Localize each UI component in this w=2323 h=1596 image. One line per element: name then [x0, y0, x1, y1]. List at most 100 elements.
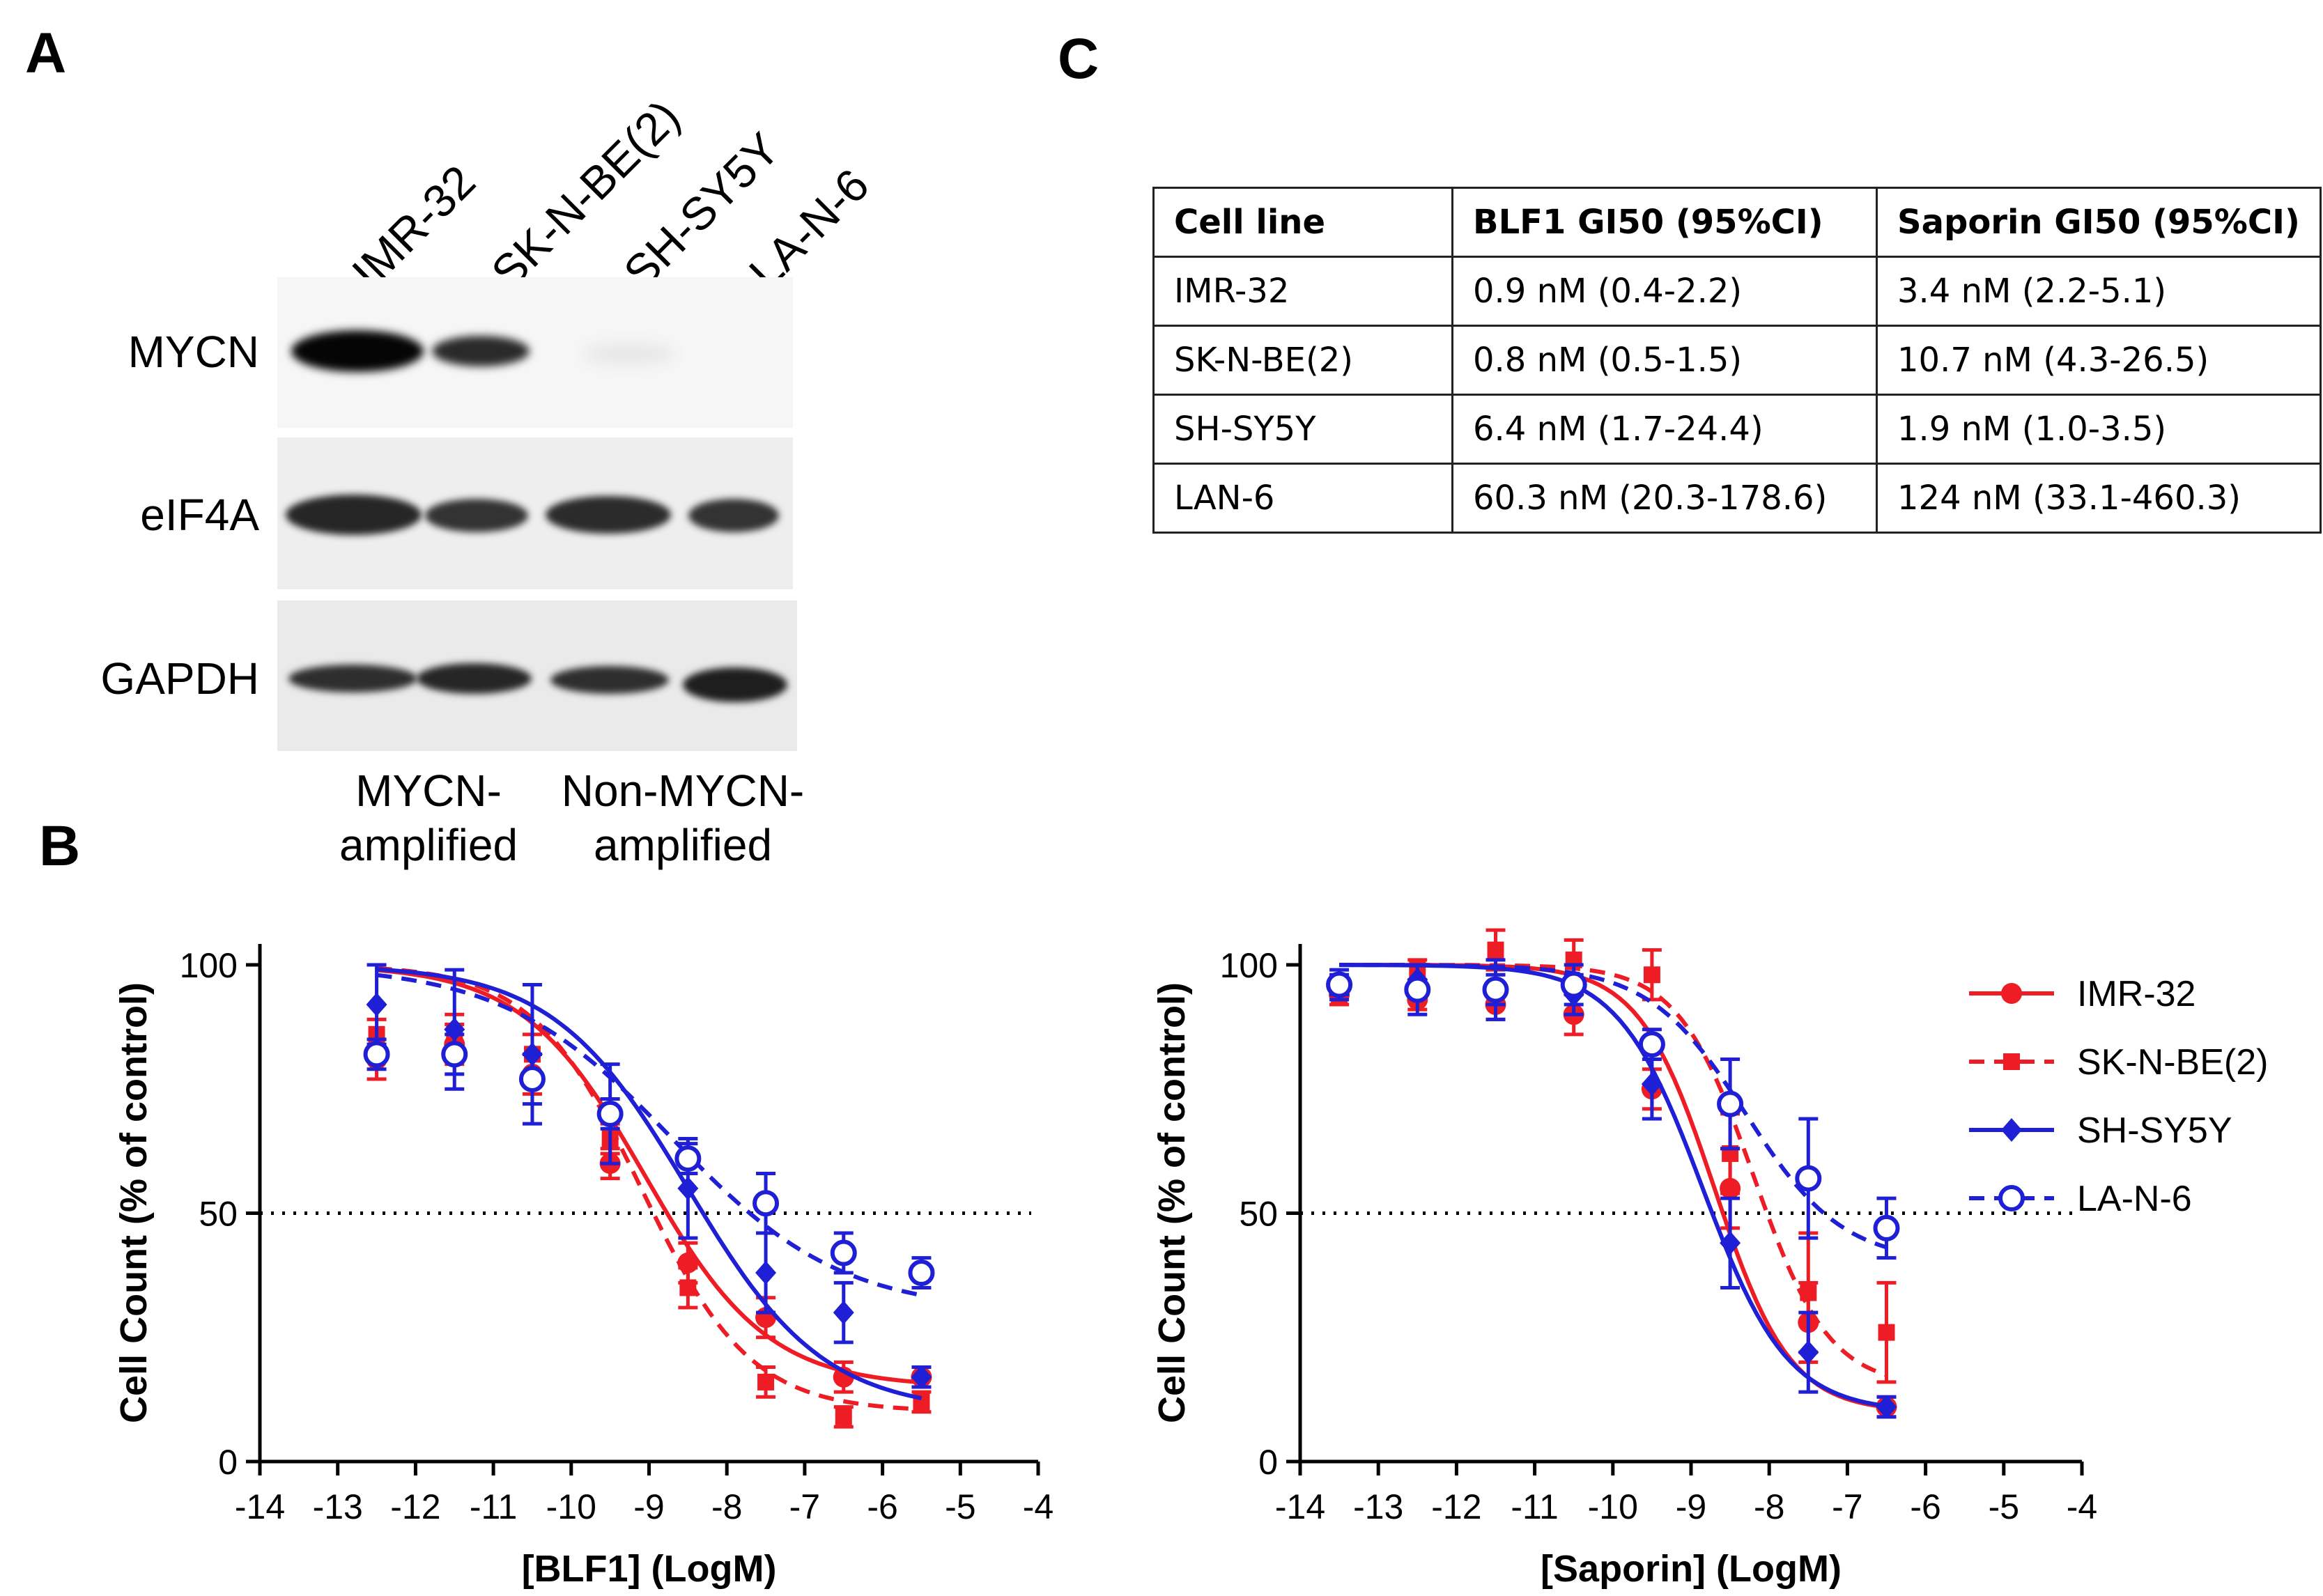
table-cell: 10.7 nM (4.3-26.5)	[1876, 325, 2322, 396]
data-point	[835, 1408, 852, 1425]
panel-label-a: A	[25, 22, 67, 85]
data-point	[1404, 976, 1431, 1003]
x-tick-label: -11	[1511, 1487, 1559, 1526]
data-point	[1641, 1072, 1662, 1097]
blot-band	[291, 330, 424, 372]
table-cell: 0.9 nM (0.4-2.2)	[1451, 256, 1878, 327]
series-la-n-6	[363, 973, 935, 1298]
table-row: SH-SY5Y 6.4 nM (1.7-24.4) 1.9 nM (1.0-3.…	[1152, 394, 2322, 465]
table-cell: 1.9 nM (1.0-3.5)	[1876, 394, 2322, 465]
blot-strip-mycn	[277, 277, 793, 428]
data-point	[911, 1365, 932, 1389]
x-tick-label: -8	[1754, 1487, 1784, 1526]
y-tick-label: 100	[1220, 946, 1278, 985]
panel-label-c: C	[1058, 27, 1099, 91]
blot-band	[288, 665, 417, 692]
blot-band	[688, 499, 779, 532]
table-cell: SH-SY5Y	[1152, 394, 1453, 465]
x-tick-label: -4	[2067, 1487, 2097, 1526]
x-tick-label: -12	[1431, 1487, 1481, 1526]
panel-label-b: B	[39, 814, 81, 878]
data-point	[1482, 976, 1509, 1003]
table-header-cell: Saporin GI50 (95%CI)	[1876, 187, 2322, 258]
table-cell: 60.3 nM (20.3-178.6)	[1451, 463, 1878, 534]
table-cell: LAN-6	[1152, 463, 1453, 534]
table-cell: 6.4 nM (1.7-24.4)	[1451, 394, 1878, 465]
x-tick-label: -6	[867, 1487, 897, 1526]
gi50-table: Cell line BLF1 GI50 (95%CI) Saporin GI50…	[1152, 187, 2322, 534]
data-point	[679, 1279, 697, 1296]
x-tick-label: -14	[1275, 1487, 1325, 1526]
group-label-line: MYCN-	[355, 766, 502, 816]
table-row: LAN-6 60.3 nM (20.3-178.6) 124 nM (33.1-…	[1152, 463, 2322, 534]
blot-row-label-mycn: MYCN	[128, 327, 259, 377]
group-label-non-mycn-amplified: Non-MYCN- amplified	[537, 764, 829, 872]
fit-curve	[376, 973, 923, 1298]
data-point	[1876, 1395, 1897, 1419]
table-cell: 124 nM (33.1-460.3)	[1876, 463, 2322, 534]
x-axis-title: [BLF1] (LogM)	[522, 1548, 777, 1590]
series-la-n-6	[1326, 958, 1900, 1260]
data-point	[833, 1301, 854, 1325]
data-point	[1795, 1165, 1822, 1192]
data-point	[441, 1041, 468, 1068]
blot-band	[432, 336, 530, 366]
data-point	[908, 1260, 935, 1287]
blot-strip-eif4a	[277, 437, 793, 589]
data-point	[1873, 1214, 1900, 1241]
blot-band	[546, 496, 671, 534]
blot-band	[425, 499, 528, 532]
data-point	[1720, 1231, 1741, 1255]
x-tick-label: -13	[313, 1487, 363, 1526]
data-point	[1798, 1340, 1819, 1365]
x-tick-label: -4	[1023, 1487, 1054, 1526]
blot-band	[417, 663, 532, 694]
table-row: IMR-32 0.9 nM (0.4-2.2) 3.4 nM (2.2-5.1)	[1152, 256, 2322, 327]
blot-band	[286, 495, 422, 535]
data-point	[674, 1145, 702, 1172]
data-point	[830, 1239, 857, 1266]
legend-label: IMR-32	[2077, 974, 2195, 1014]
blot-row-label-gapdh: GAPDH	[100, 653, 259, 704]
y-tick-label: 50	[199, 1195, 238, 1234]
legend-label: LA-N-6	[2077, 1179, 2192, 1219]
data-point	[677, 1176, 699, 1200]
y-tick-label: 100	[180, 946, 238, 985]
table-header-cell: Cell line	[1152, 187, 1453, 258]
fit-curve	[376, 967, 923, 1400]
data-point	[753, 1190, 780, 1217]
x-tick-label: -10	[1588, 1487, 1638, 1526]
data-point	[596, 1100, 624, 1127]
x-tick-label: -9	[633, 1487, 664, 1526]
y-tick-label: 0	[1258, 1443, 1278, 1482]
table-header-cell: BLF1 GI50 (95%CI)	[1451, 187, 1878, 258]
data-point	[757, 1373, 775, 1390]
data-point	[755, 1261, 777, 1285]
y-tick-label: 0	[218, 1443, 238, 1482]
x-tick-label: -8	[711, 1487, 742, 1526]
x-tick-label: -5	[945, 1487, 975, 1526]
data-point	[1560, 971, 1587, 998]
fit-curve	[376, 966, 922, 1411]
table-header-row: Cell line BLF1 GI50 (95%CI) Saporin GI50…	[1152, 187, 2322, 258]
x-tick-label: -14	[235, 1487, 285, 1526]
table-cell: 0.8 nM (0.5-1.5)	[1451, 325, 1878, 396]
data-point	[1800, 1284, 1817, 1301]
chart-legend: IMR-32 SK-N-BE(2) SH-SY5Y LA-N-6	[1969, 974, 2268, 1219]
data-point	[1638, 1031, 1665, 1058]
data-point	[1326, 971, 1353, 998]
table-cell: SK-N-BE(2)	[1152, 325, 1453, 396]
data-point	[1717, 1090, 1744, 1117]
blot-band	[683, 667, 787, 702]
fit-curve	[1339, 963, 1887, 1409]
x-tick-label: -12	[390, 1487, 440, 1526]
data-point	[2001, 983, 2022, 1004]
data-point	[2001, 1118, 2022, 1142]
blot-row-label-eif4a: eIF4A	[140, 490, 259, 540]
data-point	[366, 993, 387, 1017]
x-tick-label: -6	[1910, 1487, 1940, 1526]
table-row: SK-N-BE(2) 0.8 nM (0.5-1.5) 10.7 nM (4.3…	[1152, 325, 2322, 396]
table-cell: 3.4 nM (2.2-5.1)	[1876, 256, 2322, 327]
blot-band	[584, 344, 674, 364]
group-label-line: amplified	[339, 820, 518, 870]
